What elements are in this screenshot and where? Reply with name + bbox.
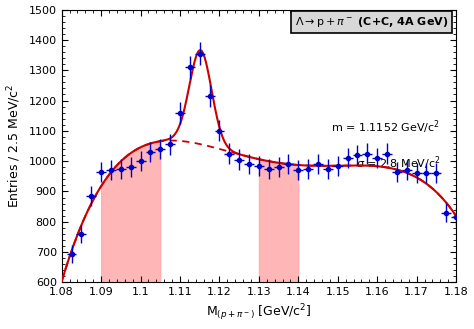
X-axis label: M$_{(p+\pi^-)}$ [GeV/c$^2$]: M$_{(p+\pi^-)}$ [GeV/c$^2$] [206,303,311,323]
Y-axis label: Entries / 2.5 MeV/c$^2$: Entries / 2.5 MeV/c$^2$ [6,84,23,208]
Text: $\sigma$ = 2.8 MeV/c$^2$: $\sigma$ = 2.8 MeV/c$^2$ [356,154,440,172]
Text: $\Lambda\rightarrow\mathrm{p}+\pi^-$ (C+C, 4A GeV): $\Lambda\rightarrow\mathrm{p}+\pi^-$ (C+… [295,15,448,29]
Text: m = 1.1152 GeV/c$^2$: m = 1.1152 GeV/c$^2$ [331,119,440,136]
